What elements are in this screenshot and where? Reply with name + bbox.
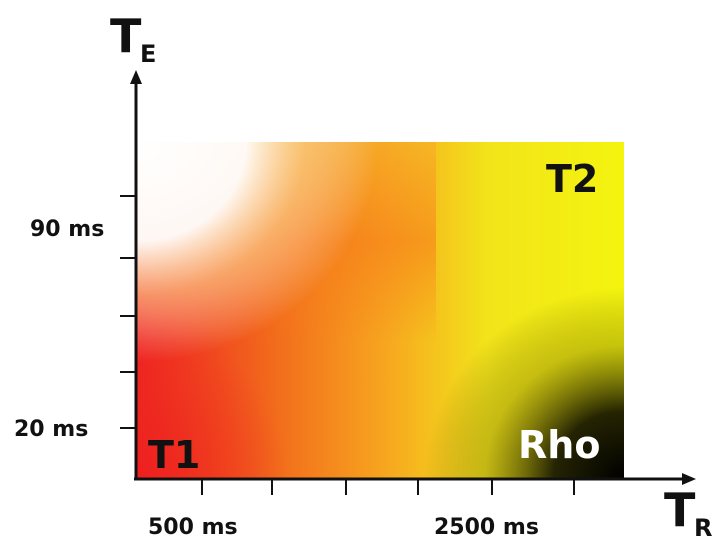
- x-axis-title-main: T: [664, 483, 696, 537]
- x-axis-ticks: [201, 479, 575, 495]
- y-tick-label-90ms: 90 ms: [30, 217, 104, 242]
- y-axis-title: T E: [110, 9, 156, 68]
- x-axis-arrowhead: [682, 473, 696, 485]
- x-axis-title: T R: [664, 483, 712, 542]
- y-tick-label-20ms: 20 ms: [14, 417, 88, 442]
- region-label-rho: Rho: [518, 423, 600, 467]
- y-axis-title-main: T: [110, 9, 142, 63]
- region-label-t1: T1: [148, 433, 200, 477]
- y-axis-ticks: [120, 195, 136, 429]
- region-label-t2: T2: [546, 157, 598, 201]
- x-tick-label-500ms: 500 ms: [148, 515, 238, 540]
- y-axis-arrowhead: [130, 70, 142, 84]
- y-axis-title-subscript: E: [140, 40, 156, 68]
- weighting-gradient-field: [136, 142, 624, 478]
- x-tick-label-2500ms: 2500 ms: [434, 515, 539, 540]
- x-axis-title-subscript: R: [694, 514, 712, 542]
